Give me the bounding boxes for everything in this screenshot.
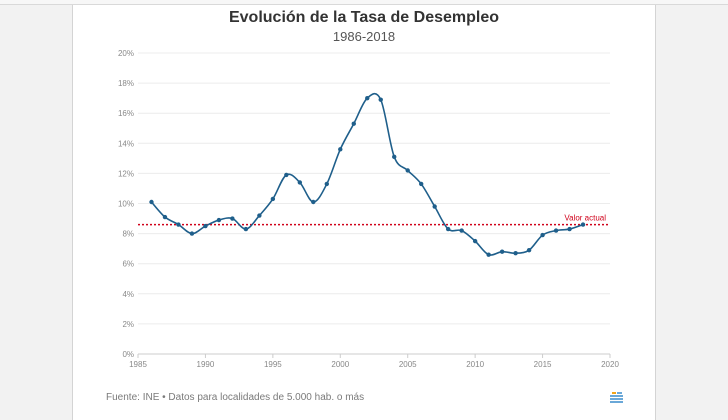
data-point	[351, 121, 356, 126]
top-rule	[0, 0, 728, 5]
reference-line-label: Valor actual	[564, 214, 606, 223]
y-tick-label: 18%	[118, 79, 134, 88]
x-tick-label: 2020	[601, 360, 619, 369]
x-tick-label: 1990	[197, 360, 215, 369]
data-point	[405, 168, 410, 173]
data-point	[176, 222, 181, 227]
data-point	[526, 247, 532, 253]
data-point	[378, 97, 383, 102]
data-point	[257, 213, 262, 218]
data-point	[459, 228, 464, 233]
x-tick-label: 2015	[534, 360, 552, 369]
data-point	[311, 199, 316, 205]
data-point	[472, 238, 478, 244]
data-point	[499, 249, 505, 254]
data-point	[162, 214, 168, 220]
data-point	[230, 216, 235, 221]
y-tick-label: 6%	[122, 260, 134, 269]
data-point	[567, 226, 572, 232]
data-point	[243, 226, 249, 232]
chart-panel: Evolución de la Tasa de Desempleo 1986-2…	[72, 5, 656, 420]
x-tick-label: 1985	[129, 360, 147, 369]
data-point	[540, 232, 545, 238]
data-point	[189, 231, 195, 236]
data-point	[203, 223, 208, 229]
y-tick-label: 20%	[118, 49, 134, 58]
series-line	[150, 92, 584, 256]
data-point	[513, 250, 518, 256]
data-point	[149, 199, 154, 205]
data-point	[432, 204, 437, 209]
y-tick-label: 8%	[122, 230, 134, 239]
x-tick-label: 2010	[466, 360, 484, 369]
data-point	[392, 154, 397, 160]
chart-title: Evolución de la Tasa de Desempleo	[228, 9, 499, 26]
data-point	[486, 252, 491, 257]
data-point	[580, 222, 586, 227]
y-tick-label: 12%	[118, 169, 134, 178]
y-tick-label: 16%	[118, 109, 134, 118]
x-tick-label: 2005	[399, 360, 417, 369]
y-tick-label: 4%	[122, 290, 134, 299]
data-point	[297, 180, 303, 185]
chart-subtitle: 1986-2018	[332, 29, 396, 44]
data-point	[284, 172, 289, 178]
x-tick-label: 2000	[331, 360, 349, 369]
y-tick-label: 10%	[118, 200, 134, 209]
data-point	[445, 226, 451, 232]
y-tick-label: 0%	[122, 350, 134, 359]
data-point	[419, 181, 424, 187]
data-point	[270, 196, 276, 202]
data-point	[216, 217, 222, 223]
data-point	[365, 95, 370, 101]
data-point	[553, 228, 559, 233]
source-note: Fuente: INE • Datos para localidades de …	[106, 392, 365, 403]
publisher-logo-icon	[610, 392, 623, 403]
x-tick-label: 1995	[264, 360, 282, 369]
line-chart: 0% 2% 4% 6% 8% 10% 12% 14% 16% 18% 20% 1985 1990 1995…	[118, 49, 619, 369]
data-point	[338, 147, 343, 152]
data-point	[324, 181, 329, 187]
y-tick-label: 14%	[118, 139, 134, 148]
y-tick-label: 2%	[122, 320, 134, 329]
